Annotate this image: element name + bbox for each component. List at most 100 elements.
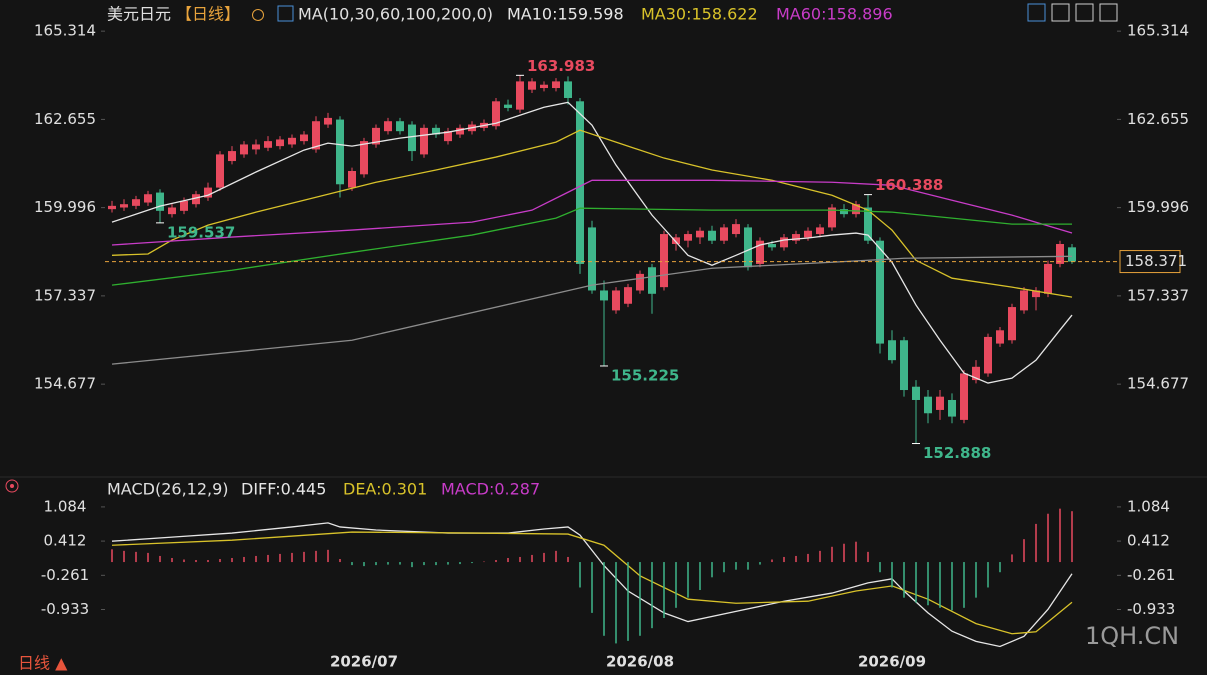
y-tick-label: 159.996	[34, 198, 96, 216]
y-tick-label: 1.084	[1127, 497, 1170, 515]
candle-body	[588, 227, 596, 291]
high-label: 160.388	[875, 176, 943, 194]
candle-body	[432, 127, 440, 135]
candle-body	[960, 373, 968, 420]
y-tick-label: 157.337	[1127, 286, 1189, 304]
period-switch[interactable]: 日线 ▲	[18, 654, 68, 673]
y-tick-label: -0.933	[41, 600, 89, 618]
candle-body	[240, 144, 248, 155]
candle-body	[216, 154, 224, 188]
y-tick-label: 159.996	[1127, 198, 1189, 216]
line-series	[111, 255, 1073, 365]
line-series	[111, 179, 1073, 246]
low-label: 155.225	[611, 366, 679, 384]
settings-icon[interactable]	[5, 479, 19, 493]
legend-entry: MA10:159.598	[507, 5, 624, 24]
line-series	[111, 531, 1073, 635]
period-label[interactable]: 【日线】	[176, 5, 240, 24]
legend-entry: MA30:158.622	[641, 5, 758, 24]
candle-body	[732, 224, 740, 235]
candle-body	[492, 101, 500, 127]
candle-body	[612, 290, 620, 311]
candle-body	[564, 81, 572, 98]
candle-body	[648, 267, 656, 294]
candle-body	[324, 117, 332, 125]
candle-body	[288, 137, 296, 145]
candle-body	[156, 192, 164, 211]
candle-body	[276, 139, 284, 147]
candle-body	[972, 366, 980, 381]
candle-body	[888, 340, 896, 361]
low-label: 159.537	[167, 223, 235, 241]
candle-body	[108, 205, 116, 210]
candle-body	[1068, 247, 1076, 262]
x-tick-label: 2026/07	[330, 653, 398, 671]
legend-entry: MA60:158.896	[776, 5, 893, 24]
candle-body	[756, 240, 764, 264]
tool-icon[interactable]	[1075, 3, 1094, 22]
candle-body	[396, 121, 404, 132]
candle-body	[348, 171, 356, 188]
last-price-box	[1119, 250, 1181, 274]
macd-title: MACD(26,12,9)	[107, 480, 229, 499]
candle-body	[660, 234, 668, 288]
add-icon[interactable]	[252, 9, 264, 21]
candle-body	[876, 240, 884, 344]
candle-body	[132, 199, 140, 206]
symbol-title: 美元日元	[107, 5, 171, 24]
y-tick-label: -0.261	[1127, 566, 1175, 584]
y-tick-label: -0.933	[1127, 600, 1175, 618]
candle-body	[192, 194, 200, 205]
candle-body	[924, 396, 932, 414]
candle-body	[1020, 290, 1028, 311]
candle-body	[372, 127, 380, 145]
candle-body	[912, 386, 920, 400]
high-label: 163.983	[527, 57, 595, 75]
y-tick-label: 1.084	[44, 497, 87, 515]
y-tick-label: 162.655	[1127, 110, 1189, 128]
legend-entry: MACD:0.287	[441, 480, 540, 499]
low-label: 152.888	[923, 444, 991, 462]
candle-body	[1056, 244, 1064, 264]
candle-body	[624, 287, 632, 304]
y-tick-label: 165.314	[34, 22, 96, 40]
y-tick-label: 165.314	[1127, 22, 1189, 40]
candle-body	[948, 399, 956, 417]
candle-body	[312, 121, 320, 150]
candle-body	[120, 204, 128, 208]
candle-body	[900, 340, 908, 391]
candle-body	[864, 207, 872, 241]
candle-body	[264, 141, 272, 148]
candle-body	[816, 227, 824, 235]
candle-body	[768, 244, 776, 248]
watermark: 1QH.CN	[1085, 622, 1179, 650]
legend-entry: DIFF:0.445	[241, 480, 326, 499]
toolbar-icons[interactable]	[1027, 3, 1118, 22]
candle-body	[804, 230, 812, 238]
x-tick-label: 2026/08	[606, 653, 674, 671]
candle-body	[984, 336, 992, 374]
candle-body	[744, 227, 752, 268]
tool-icon[interactable]	[1027, 3, 1046, 22]
candle-body	[228, 151, 236, 162]
indicator-label: MA(10,30,60,100,200,0)	[298, 5, 493, 24]
x-tick-label: 2026/09	[858, 653, 926, 671]
y-tick-label: 157.337	[34, 286, 96, 304]
y-tick-label: 154.677	[34, 375, 96, 393]
candle-body	[516, 81, 524, 110]
candle-body	[636, 273, 644, 291]
candle-body	[456, 127, 464, 135]
candle-body	[540, 84, 548, 89]
candle-body	[552, 81, 560, 89]
indicator-icon[interactable]	[277, 5, 294, 22]
candle-body	[528, 81, 536, 90]
candle-body	[504, 104, 512, 108]
tool-icon[interactable]	[1099, 3, 1118, 22]
last-price-label: 158.371	[1125, 252, 1187, 270]
tool-icon[interactable]	[1051, 3, 1070, 22]
candle-body	[168, 207, 176, 215]
candle-body	[300, 134, 308, 142]
line-series	[111, 101, 1073, 384]
